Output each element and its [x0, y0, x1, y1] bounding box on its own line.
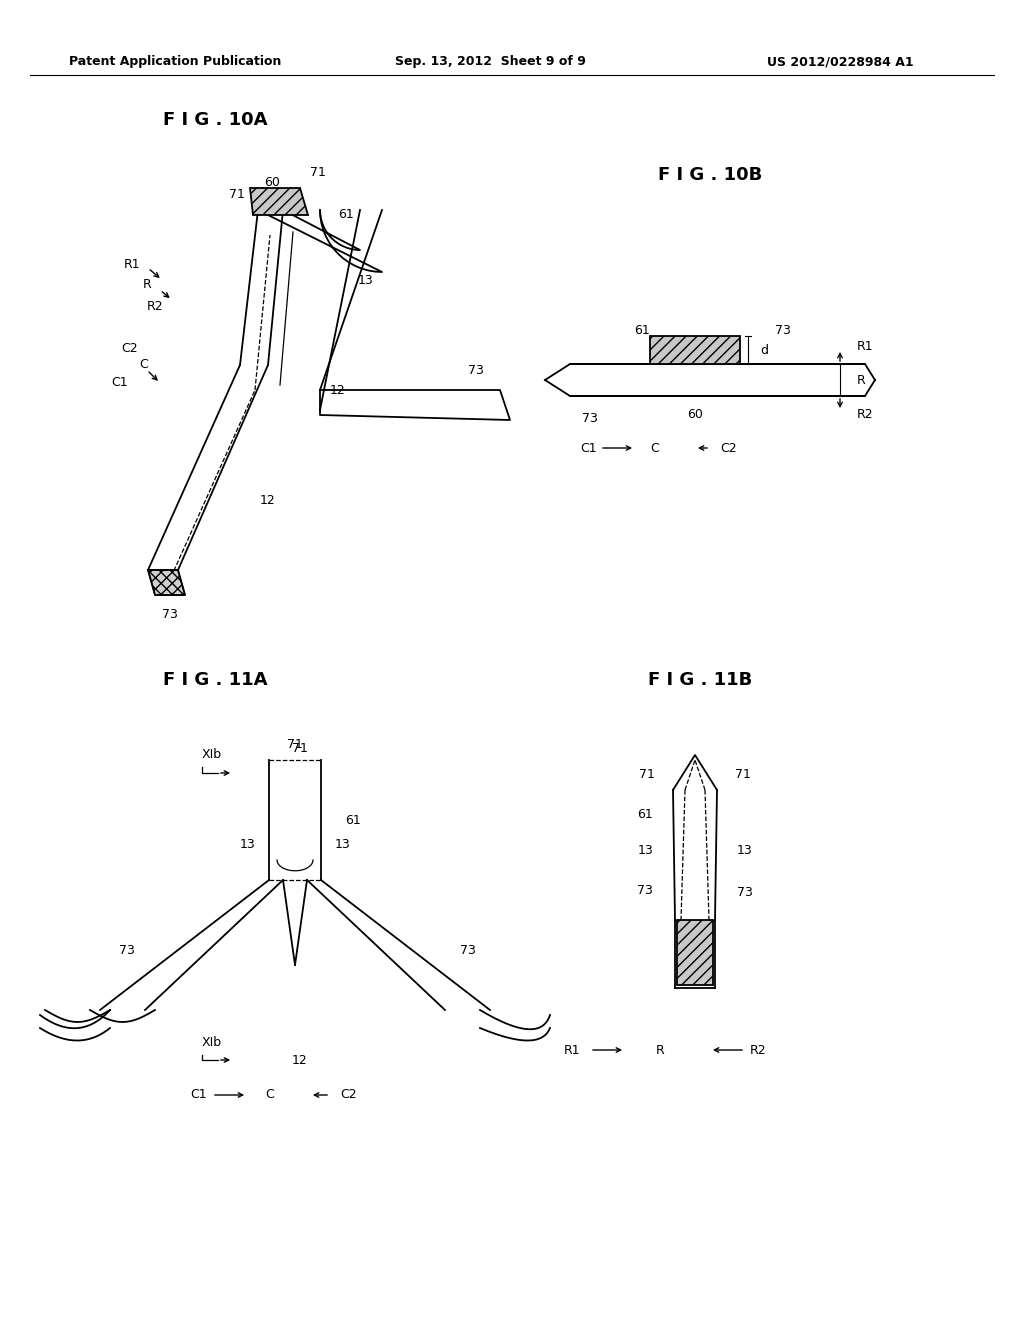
Text: 73: 73 — [637, 883, 653, 896]
Text: XIb: XIb — [202, 748, 222, 762]
Text: 13: 13 — [637, 843, 653, 857]
Polygon shape — [240, 210, 283, 366]
Text: R: R — [143, 279, 152, 292]
Text: 13: 13 — [737, 843, 753, 857]
Text: C2: C2 — [340, 1089, 356, 1101]
Text: 73: 73 — [582, 412, 598, 425]
Text: 71: 71 — [735, 768, 751, 781]
Text: 13: 13 — [335, 838, 351, 851]
Text: 71: 71 — [292, 742, 308, 755]
Polygon shape — [677, 920, 713, 985]
Polygon shape — [650, 337, 740, 364]
Text: C: C — [650, 441, 659, 454]
Text: C2: C2 — [720, 441, 736, 454]
Polygon shape — [148, 366, 268, 570]
Text: 71: 71 — [310, 165, 326, 178]
Text: F I G . 10A: F I G . 10A — [163, 111, 267, 129]
Text: R1: R1 — [123, 259, 140, 272]
Text: F I G . 11B: F I G . 11B — [648, 671, 752, 689]
Text: US 2012/0228984 A1: US 2012/0228984 A1 — [767, 55, 913, 69]
Text: 71: 71 — [229, 189, 245, 202]
Text: Sep. 13, 2012  Sheet 9 of 9: Sep. 13, 2012 Sheet 9 of 9 — [394, 55, 586, 69]
Text: C1: C1 — [190, 1089, 207, 1101]
Text: C1: C1 — [112, 376, 128, 389]
Text: 60: 60 — [687, 408, 702, 421]
Text: Patent Application Publication: Patent Application Publication — [69, 55, 282, 69]
Text: 71: 71 — [639, 768, 655, 781]
Text: R1: R1 — [857, 339, 873, 352]
Text: 73: 73 — [119, 944, 135, 957]
Text: R1: R1 — [563, 1044, 580, 1056]
Text: C: C — [265, 1089, 274, 1101]
Polygon shape — [148, 570, 185, 595]
Text: R2: R2 — [750, 1044, 767, 1056]
Text: 73: 73 — [737, 886, 753, 899]
Text: XIb: XIb — [202, 1036, 222, 1049]
Text: C1: C1 — [580, 441, 597, 454]
Text: 71: 71 — [287, 738, 303, 751]
Text: 73: 73 — [468, 363, 484, 376]
Text: 13: 13 — [358, 273, 374, 286]
Polygon shape — [319, 389, 510, 420]
Text: R: R — [857, 374, 865, 387]
Polygon shape — [250, 187, 308, 215]
Text: C2: C2 — [122, 342, 138, 355]
Text: 12: 12 — [260, 494, 275, 507]
Text: 61: 61 — [345, 813, 360, 826]
Text: 13: 13 — [240, 838, 255, 851]
Text: 61: 61 — [338, 209, 353, 222]
Text: R: R — [655, 1044, 665, 1056]
Text: d: d — [760, 343, 768, 356]
Text: 12: 12 — [330, 384, 346, 396]
Text: 60: 60 — [264, 176, 280, 189]
Text: F I G . 11A: F I G . 11A — [163, 671, 267, 689]
Text: R2: R2 — [857, 408, 873, 421]
Text: F I G . 10B: F I G . 10B — [657, 166, 762, 183]
Text: 61: 61 — [637, 808, 653, 821]
Text: 12: 12 — [292, 1053, 308, 1067]
Text: C: C — [139, 359, 148, 371]
Text: 73: 73 — [775, 323, 791, 337]
Text: R2: R2 — [146, 301, 163, 314]
Text: 61: 61 — [634, 323, 650, 337]
Text: 73: 73 — [162, 609, 178, 622]
Text: 73: 73 — [460, 944, 476, 957]
